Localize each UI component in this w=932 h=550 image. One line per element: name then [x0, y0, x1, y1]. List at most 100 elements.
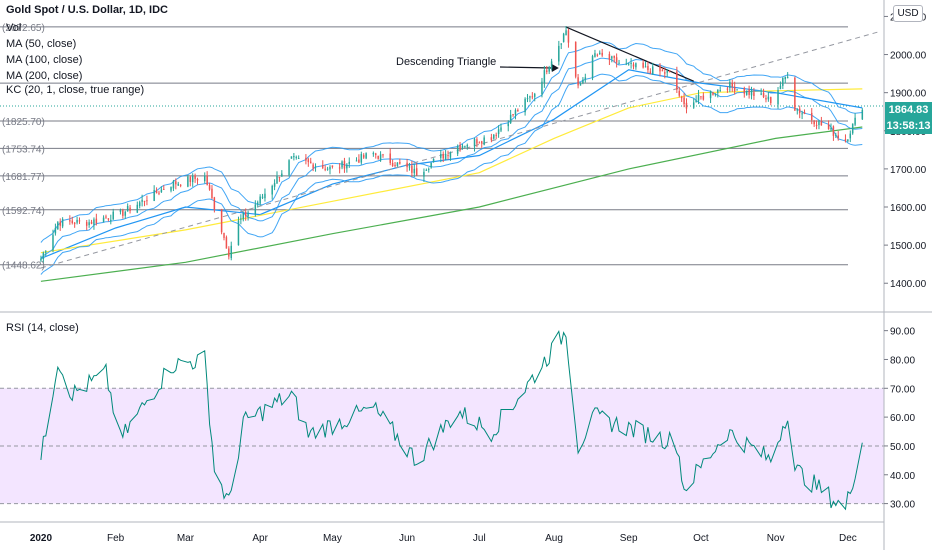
candle-body	[480, 141, 483, 144]
candle-body	[271, 185, 273, 195]
moving-average-100	[40, 88, 863, 254]
candle-body	[630, 62, 632, 64]
level-labels: (2072.65) (1825.70) (1753.74) (1681.77) (159…	[2, 23, 45, 272]
candle-body	[208, 184, 211, 190]
candle-body	[112, 211, 114, 220]
candle-body	[425, 169, 428, 171]
candle-body	[449, 152, 452, 158]
candle-body	[338, 167, 341, 169]
candle-body	[849, 133, 852, 139]
candle-body	[464, 146, 466, 148]
candle-body	[796, 109, 799, 111]
candle-body	[278, 176, 281, 178]
candle-body	[579, 83, 582, 86]
candle-body	[382, 154, 384, 156]
candle-body	[141, 199, 143, 202]
time-tick-label: Jul	[473, 533, 486, 544]
candle-body	[526, 98, 529, 100]
candle-body	[314, 166, 317, 168]
candle-body	[861, 109, 864, 120]
candle-body	[213, 197, 216, 211]
rsi-tick-label: 70.00	[890, 384, 915, 395]
candle-body	[146, 200, 148, 202]
candle-body	[680, 97, 683, 99]
candle-body	[158, 192, 160, 194]
candle-body	[644, 66, 647, 68]
candle-body	[533, 93, 536, 97]
candle-body	[261, 196, 264, 198]
candle-body	[565, 30, 567, 36]
candle-body	[432, 158, 435, 163]
candle-body	[466, 145, 469, 147]
candle-body	[820, 120, 823, 126]
candle-body	[153, 190, 155, 201]
candle-body	[745, 90, 748, 95]
time-tick-label: Aug	[545, 533, 563, 544]
candle-body	[76, 219, 78, 223]
candle-body	[237, 220, 240, 246]
candle-body	[830, 127, 832, 130]
currency-button[interactable]: USD	[893, 5, 923, 22]
candle-body	[461, 145, 464, 149]
candle-body	[276, 175, 278, 184]
candle-body	[818, 121, 820, 126]
candle-body	[107, 218, 110, 220]
candle-body	[550, 61, 553, 69]
legend-ma50: MA (50, close)	[6, 38, 77, 50]
candle-body	[247, 212, 249, 217]
candle-body	[143, 200, 146, 202]
moving-average-200	[40, 126, 863, 282]
time-tick-label: Sep	[620, 533, 638, 544]
candle-body	[57, 222, 59, 230]
candle-body	[273, 183, 276, 187]
candle-body	[223, 232, 225, 238]
rsi-tick-label: 30.00	[890, 500, 915, 511]
candle-body	[618, 62, 620, 64]
horizontal-levels	[0, 26, 884, 266]
candle-body	[69, 220, 71, 222]
candle-body	[659, 65, 661, 72]
rsi-tick-label: 90.00	[890, 327, 915, 338]
candle-body	[73, 222, 76, 225]
keltner-upper	[40, 41, 863, 243]
candle-body	[803, 111, 806, 114]
legend-vol: Vol	[6, 22, 22, 34]
candle-body	[594, 53, 596, 57]
candle-body	[567, 30, 570, 43]
time-tick-label: May	[323, 533, 342, 544]
candle-body	[529, 96, 531, 98]
rsi-overbought-oversold-band	[0, 387, 884, 505]
time-tick-label: 2020	[30, 533, 53, 544]
candle-body	[584, 77, 587, 80]
legend-ma100: MA (100, close)	[6, 54, 83, 66]
candle-body	[220, 209, 223, 233]
level-label: (1448.62)	[2, 261, 45, 272]
time-tick-label: Apr	[252, 533, 268, 544]
candle-body	[175, 181, 177, 185]
candle-body	[355, 160, 358, 162]
candle-body	[560, 43, 562, 45]
candle-body	[293, 155, 295, 158]
candle-body	[473, 138, 476, 147]
candle-body	[191, 176, 194, 183]
level-label: (1753.74)	[2, 144, 45, 155]
candle-body	[683, 97, 685, 105]
candle-body	[177, 183, 179, 186]
candle-body	[613, 55, 615, 58]
candle-body	[851, 123, 854, 134]
candle-body	[203, 175, 206, 182]
candle-body	[95, 218, 98, 224]
candle-body	[379, 154, 382, 161]
candle-body	[206, 175, 208, 185]
keltner-middle	[40, 57, 863, 259]
price-tick-label: 1400.00	[890, 279, 927, 290]
candle-body	[495, 134, 497, 136]
price-tick-label: 1500.00	[890, 241, 927, 252]
descending-triangle-annotation: Descending Triangle	[396, 56, 497, 68]
candle-body	[375, 153, 377, 155]
candle-body	[230, 245, 232, 259]
candle-body	[497, 129, 500, 135]
candle-body	[240, 218, 242, 220]
